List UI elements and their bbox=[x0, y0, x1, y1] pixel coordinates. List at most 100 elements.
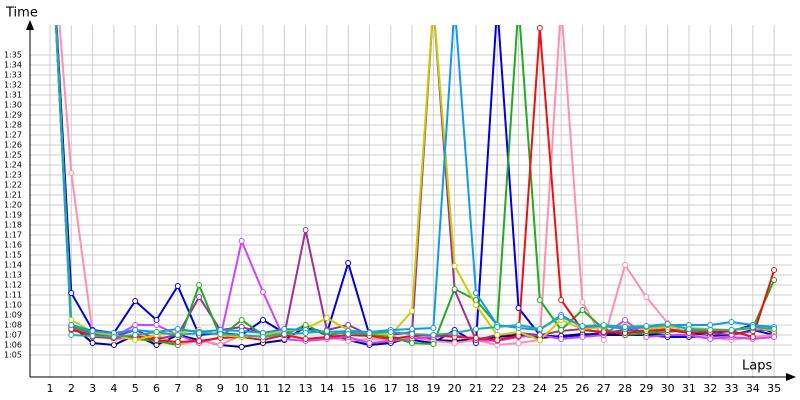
point bbox=[345, 260, 352, 266]
x-tick-label: 32 bbox=[703, 382, 717, 395]
point bbox=[302, 336, 309, 342]
x-tick-label: 34 bbox=[746, 382, 760, 395]
point bbox=[431, 3, 436, 8]
point bbox=[430, 332, 437, 338]
y-tick-label: 1:15 bbox=[4, 251, 22, 260]
point bbox=[132, 322, 139, 328]
y-tick-label: 1:06 bbox=[4, 341, 22, 350]
x-tick-label: 23 bbox=[512, 382, 526, 395]
x-tick-label: 21 bbox=[469, 382, 483, 395]
y-tick-label: 1:25 bbox=[4, 151, 22, 160]
x-tick-label: 7 bbox=[174, 382, 181, 395]
point bbox=[196, 294, 203, 300]
point bbox=[68, 322, 75, 328]
point bbox=[110, 334, 117, 340]
x-axis-label: Laps bbox=[742, 359, 772, 374]
point bbox=[558, 327, 565, 333]
point bbox=[600, 329, 607, 335]
point bbox=[707, 336, 714, 342]
point bbox=[302, 330, 309, 336]
x-tick-label: 25 bbox=[554, 382, 568, 395]
y-tick-label: 1:33 bbox=[4, 71, 22, 80]
point bbox=[622, 317, 629, 323]
y-tick-label: 1:28 bbox=[4, 121, 22, 130]
point bbox=[345, 322, 352, 328]
point bbox=[132, 332, 139, 338]
point bbox=[707, 327, 714, 333]
point bbox=[749, 324, 756, 330]
point bbox=[558, 314, 565, 320]
point bbox=[771, 334, 778, 340]
point bbox=[472, 297, 479, 303]
point bbox=[536, 25, 543, 31]
point bbox=[68, 332, 75, 338]
x-tick-label: 30 bbox=[661, 382, 675, 395]
point bbox=[558, 297, 565, 303]
y-tick-label: 1:13 bbox=[4, 271, 22, 280]
point bbox=[132, 327, 139, 333]
y-tick-label: 1:30 bbox=[4, 101, 22, 110]
point bbox=[600, 322, 607, 328]
point bbox=[494, 324, 501, 330]
x-tick-label: 4 bbox=[110, 382, 117, 395]
y-tick-label: 1:08 bbox=[4, 321, 22, 330]
point bbox=[68, 317, 75, 323]
point bbox=[323, 315, 330, 321]
point bbox=[196, 330, 203, 336]
plot-area bbox=[54, 3, 778, 350]
x-tick-label: 22 bbox=[490, 382, 504, 395]
point bbox=[494, 337, 501, 343]
point bbox=[89, 328, 96, 334]
point bbox=[68, 170, 75, 176]
point bbox=[536, 297, 543, 303]
y-axis-arrow bbox=[26, 20, 34, 30]
y-tick-label: 1:10 bbox=[4, 301, 22, 310]
x-tick-label: 8 bbox=[196, 382, 203, 395]
point bbox=[409, 340, 416, 346]
point bbox=[771, 277, 778, 283]
x-tick-label: 29 bbox=[639, 382, 653, 395]
point bbox=[217, 342, 224, 348]
point bbox=[536, 337, 543, 343]
x-tick-label: 20 bbox=[448, 382, 462, 395]
x-tick-label: 28 bbox=[618, 382, 632, 395]
point bbox=[451, 330, 458, 336]
point bbox=[451, 263, 458, 269]
point bbox=[238, 344, 245, 350]
point bbox=[430, 325, 437, 331]
y-tick-label: 1:35 bbox=[4, 51, 22, 60]
point bbox=[153, 329, 160, 335]
point bbox=[643, 323, 650, 329]
x-tick-label: 6 bbox=[153, 382, 160, 395]
point bbox=[281, 326, 288, 332]
y-tick-label: 1:22 bbox=[4, 181, 22, 190]
point bbox=[323, 328, 330, 334]
point bbox=[600, 337, 607, 343]
point bbox=[472, 302, 479, 308]
point bbox=[643, 294, 650, 300]
point bbox=[409, 308, 416, 314]
point bbox=[174, 326, 181, 332]
y-tick-label: 1:34 bbox=[4, 61, 22, 70]
point bbox=[431, 3, 436, 8]
point bbox=[685, 326, 692, 332]
point bbox=[579, 307, 586, 313]
y-tick-label: 1:11 bbox=[4, 291, 22, 300]
y-tick-label: 1:16 bbox=[4, 241, 22, 250]
point bbox=[259, 289, 266, 295]
y-tick-label: 1:17 bbox=[4, 231, 22, 240]
point bbox=[430, 341, 437, 347]
point bbox=[110, 342, 117, 348]
x-tick-label: 35 bbox=[767, 382, 781, 395]
point bbox=[174, 339, 181, 345]
point bbox=[238, 332, 245, 338]
point bbox=[472, 335, 479, 341]
point bbox=[622, 324, 629, 330]
point bbox=[451, 340, 458, 346]
x-tick-label: 18 bbox=[405, 382, 419, 395]
point bbox=[174, 332, 181, 338]
point bbox=[558, 336, 565, 342]
point bbox=[281, 331, 288, 337]
x-tick-label: 27 bbox=[597, 382, 611, 395]
